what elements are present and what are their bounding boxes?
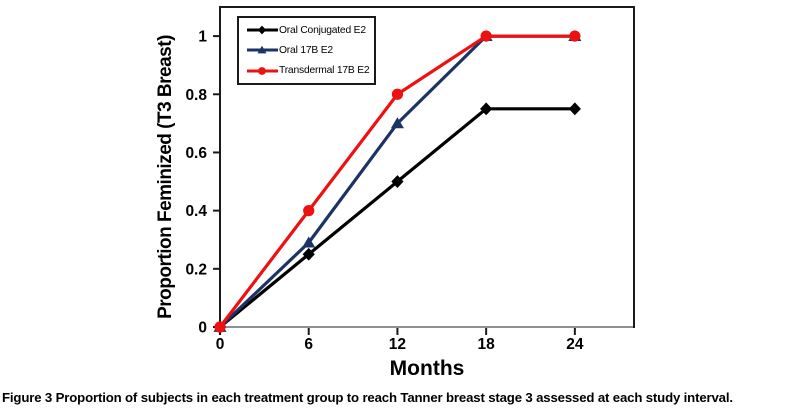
- x-tick-label: 12: [389, 336, 406, 353]
- x-tick-label: 0: [216, 336, 225, 353]
- data-point-marker-diamond: [302, 247, 315, 261]
- legend-item: Oral 17B E2: [246, 40, 374, 60]
- legend-item: Oral Conjugated E2: [246, 20, 374, 40]
- legend-marker-circle: [247, 66, 278, 75]
- x-tick-label: 18: [478, 336, 496, 353]
- data-point-marker-circle: [391, 88, 404, 100]
- y-tick-label: 0.4: [185, 203, 207, 220]
- figure-caption-label: Figure 3: [2, 390, 53, 405]
- y-tick-label: 0: [198, 320, 207, 337]
- x-axis-title: Months: [389, 357, 465, 380]
- data-point-marker-circle: [480, 30, 492, 42]
- y-tick-label: 0.8: [185, 87, 207, 104]
- legend-marker-diamond: [247, 25, 278, 35]
- data-point-marker-triangle: [257, 46, 267, 54]
- series-line: [218, 107, 577, 329]
- legend-item: Transdermal 17B E2: [246, 61, 374, 81]
- data-point-marker-diamond: [480, 102, 493, 116]
- x-tick-label: 6: [304, 336, 313, 353]
- data-point-marker-circle: [258, 66, 266, 75]
- legend: Oral Conjugated E2 Oral 17B E2 Transdermal…: [237, 16, 376, 85]
- data-point-marker-circle: [569, 30, 581, 42]
- data-point-marker-diamond: [257, 25, 267, 35]
- legend-label: Oral Conjugated E2: [279, 24, 366, 36]
- data-point-marker-diamond: [391, 175, 404, 188]
- data-point-marker-triangle: [302, 236, 316, 248]
- legend-label: Oral 17B E2: [279, 44, 333, 56]
- data-point-marker-diamond: [568, 102, 581, 116]
- plot-border: [219, 6, 635, 328]
- figure-caption: Figure 3 Proportion of subjects in each …: [2, 390, 794, 405]
- y-tick-label: 0.2: [185, 261, 207, 278]
- chart-plot: 0 0.2 0.4 0.6 0.8 1 0 6 12 18 24: [185, 6, 635, 353]
- y-tick-label: 0.6: [185, 145, 207, 162]
- legend-marker-triangle: [247, 46, 278, 54]
- y-axis-title: Proportion Feminized (T3 Breast): [155, 35, 176, 319]
- data-point-marker-triangle: [390, 117, 404, 129]
- y-tick-label: 1: [198, 29, 207, 46]
- data-point-marker-circle: [303, 205, 315, 217]
- figure-caption-text: Proportion of subjects in each treatment…: [55, 390, 733, 405]
- x-tick-label: 24: [566, 336, 584, 353]
- legend-label: Transdermal 17B E2: [279, 65, 370, 77]
- data-point-marker-circle: [214, 321, 226, 333]
